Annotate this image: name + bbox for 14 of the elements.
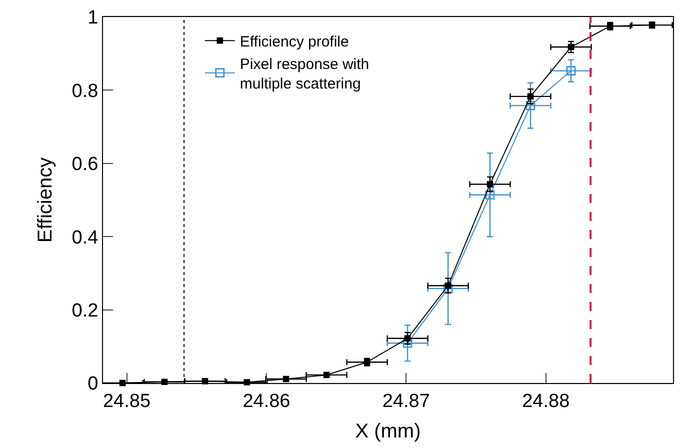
legend-label: Pixel response with multiple scattering [240,56,370,92]
y-tick-label: 0.4 [72,227,99,248]
x-axis-title: X (mm) [355,420,421,442]
y-tick-label: 0.2 [72,300,98,322]
x-tick-label: 24.87 [382,390,430,412]
x-tick-label: 24.88 [522,390,570,412]
y-tick-label: 0 [88,374,98,395]
y-tick-label: 0.8 [72,80,98,102]
x-tick-label: 24.86 [242,390,290,412]
y-tick-label: 0.6 [72,154,98,176]
y-tick-label: 1 [88,8,98,29]
x-tick-label: 24.85 [102,390,151,412]
y-axis-title: Efficiency [34,157,56,243]
legend-label: Efficiency profile [240,33,349,50]
